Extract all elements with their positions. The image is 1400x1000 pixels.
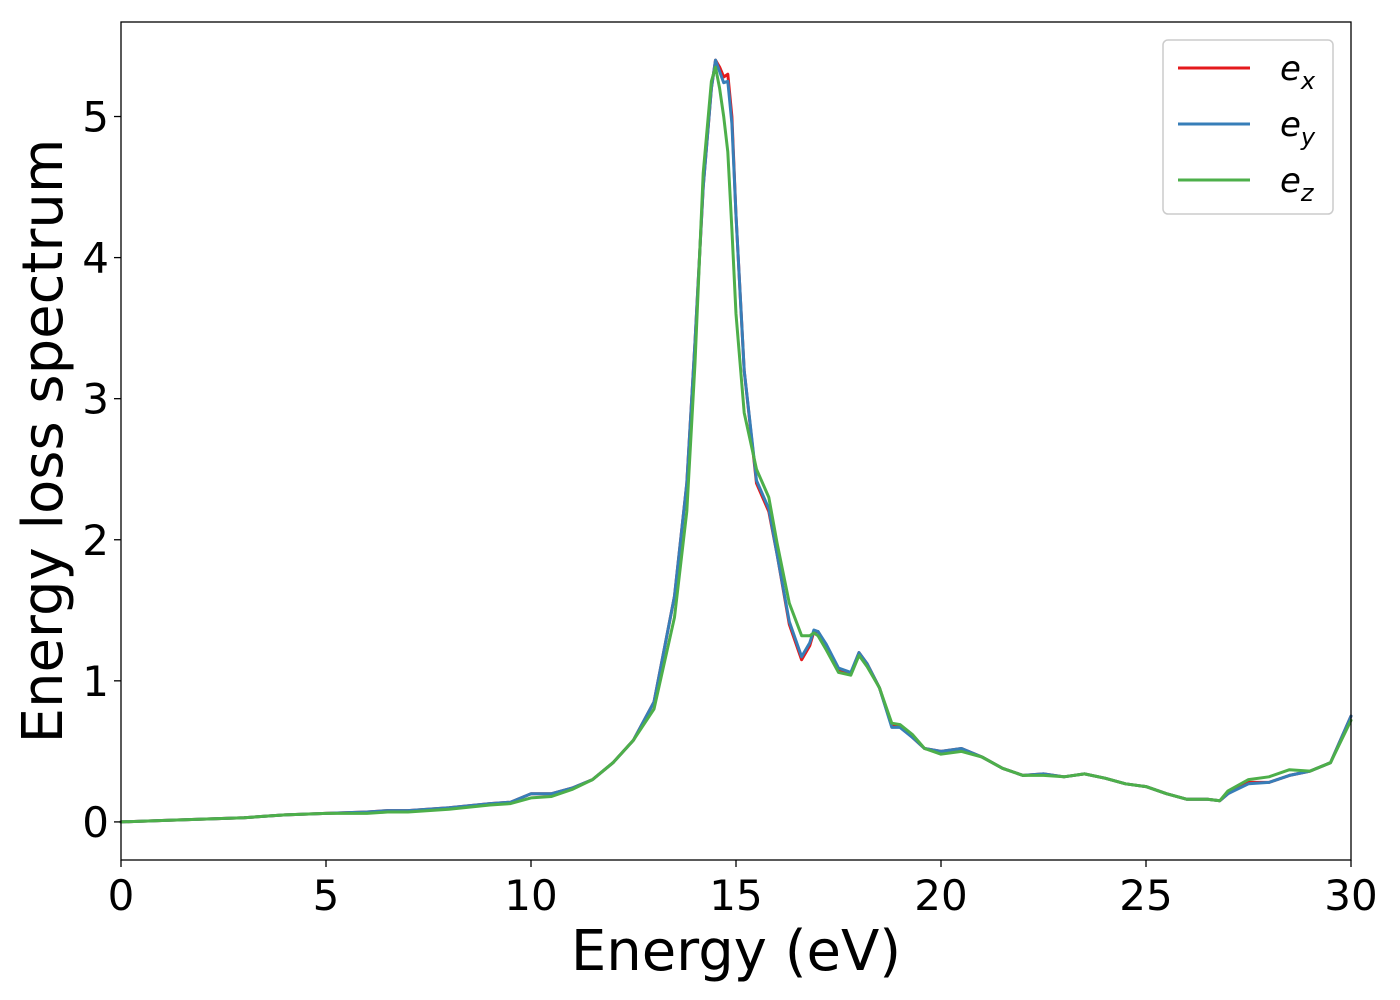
x-tick-label: 25 [1119, 871, 1172, 920]
y-tick-label: 1 [82, 657, 109, 706]
x-tick-label: 15 [709, 871, 762, 920]
x-tick-label: 30 [1324, 871, 1377, 920]
x-axis-title: Energy (eV) [571, 919, 901, 984]
y-tick-label: 4 [82, 234, 109, 283]
y-tick-label: 0 [82, 798, 109, 847]
x-tick-label: 10 [504, 871, 557, 920]
series-line-z [119, 65, 1353, 824]
x-tick-label: 0 [108, 871, 135, 920]
y-tick-label: 3 [82, 375, 109, 424]
series-layer [119, 58, 1353, 824]
legend-frame [1162, 39, 1334, 215]
y-axis-title: Energy loss spectrum [11, 139, 76, 744]
legend: ex ey ez [1162, 39, 1334, 215]
y-tick-label: 2 [82, 516, 109, 565]
x-tick-label: 5 [313, 871, 340, 920]
legend-label-x: ex [1280, 49, 1316, 95]
legend-label-y: ey [1280, 105, 1316, 151]
x-tick-label: 20 [914, 871, 967, 920]
legend-label-z: ez [1280, 161, 1315, 207]
ticks-layer: 0 5 10 15 20 25 30 0 1 2 3 4 5 [82, 93, 1377, 920]
y-tick-label: 5 [82, 93, 109, 142]
